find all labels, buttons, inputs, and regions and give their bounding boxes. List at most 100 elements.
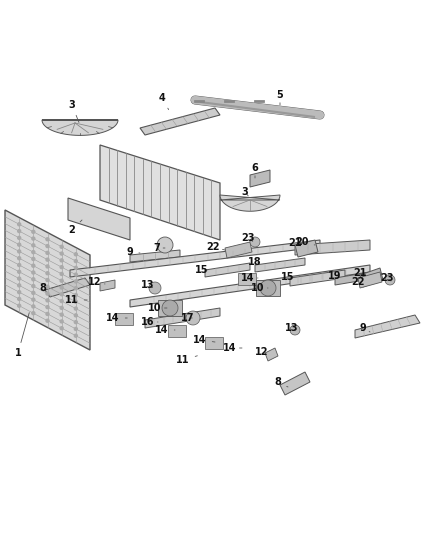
Text: 18: 18 <box>248 257 262 267</box>
Text: 14: 14 <box>193 335 215 345</box>
Text: 9: 9 <box>127 247 140 257</box>
Text: 17: 17 <box>181 313 195 323</box>
Polygon shape <box>335 273 365 285</box>
Circle shape <box>74 273 78 276</box>
Polygon shape <box>295 240 318 257</box>
Polygon shape <box>295 240 370 255</box>
Text: 16: 16 <box>141 317 158 327</box>
Polygon shape <box>100 280 115 291</box>
Text: 21: 21 <box>353 268 367 278</box>
Polygon shape <box>205 337 223 349</box>
Text: 11: 11 <box>176 355 198 365</box>
Circle shape <box>32 278 35 281</box>
Polygon shape <box>168 325 186 337</box>
Polygon shape <box>355 315 420 338</box>
Polygon shape <box>358 272 382 288</box>
Polygon shape <box>360 268 383 287</box>
Text: 12: 12 <box>88 277 105 287</box>
Text: 8: 8 <box>39 283 52 293</box>
Circle shape <box>60 286 63 289</box>
Polygon shape <box>115 313 133 325</box>
Circle shape <box>32 285 35 288</box>
Polygon shape <box>225 242 252 258</box>
Circle shape <box>60 313 63 316</box>
Text: 22: 22 <box>351 277 365 287</box>
Text: 21: 21 <box>288 238 302 248</box>
Circle shape <box>46 319 49 322</box>
Circle shape <box>46 279 49 281</box>
Circle shape <box>18 270 21 273</box>
Circle shape <box>74 307 78 310</box>
Polygon shape <box>130 265 370 307</box>
Circle shape <box>18 257 21 260</box>
Polygon shape <box>70 240 320 277</box>
Polygon shape <box>250 170 270 187</box>
Text: 3: 3 <box>69 100 79 123</box>
Circle shape <box>46 252 49 254</box>
Circle shape <box>60 320 63 323</box>
Circle shape <box>149 282 161 294</box>
Circle shape <box>46 292 49 295</box>
Circle shape <box>46 312 49 316</box>
Text: 23: 23 <box>241 233 255 243</box>
Circle shape <box>60 306 63 309</box>
Polygon shape <box>42 120 118 135</box>
Text: 1: 1 <box>14 313 29 358</box>
Text: 9: 9 <box>360 323 370 333</box>
Circle shape <box>32 298 35 301</box>
Text: 22: 22 <box>206 242 225 252</box>
Polygon shape <box>130 250 180 262</box>
Circle shape <box>46 238 49 241</box>
Circle shape <box>18 243 21 246</box>
Polygon shape <box>280 372 310 395</box>
Circle shape <box>18 223 21 226</box>
Polygon shape <box>220 195 280 211</box>
Circle shape <box>18 290 21 294</box>
Text: 4: 4 <box>159 93 169 110</box>
Text: 15: 15 <box>195 265 209 275</box>
Text: 3: 3 <box>242 187 248 197</box>
Text: 10: 10 <box>148 303 167 313</box>
Circle shape <box>32 244 35 247</box>
Text: 20: 20 <box>295 237 315 247</box>
Circle shape <box>32 264 35 267</box>
Text: 14: 14 <box>241 273 258 283</box>
Circle shape <box>74 280 78 283</box>
Circle shape <box>32 312 35 314</box>
Polygon shape <box>5 210 90 350</box>
Polygon shape <box>45 278 90 297</box>
Circle shape <box>74 334 78 337</box>
Polygon shape <box>68 198 130 240</box>
Circle shape <box>18 250 21 253</box>
Circle shape <box>250 237 260 247</box>
Circle shape <box>60 293 63 296</box>
Circle shape <box>385 275 395 285</box>
Circle shape <box>18 277 21 280</box>
Polygon shape <box>290 270 345 286</box>
Circle shape <box>186 311 200 325</box>
Circle shape <box>74 314 78 317</box>
Circle shape <box>74 327 78 330</box>
Text: 2: 2 <box>69 220 82 235</box>
Circle shape <box>60 300 63 303</box>
Text: 5: 5 <box>277 90 283 105</box>
Circle shape <box>290 325 300 335</box>
Text: 14: 14 <box>223 343 242 353</box>
Circle shape <box>60 327 63 330</box>
Polygon shape <box>158 300 182 316</box>
Circle shape <box>46 272 49 274</box>
Circle shape <box>74 321 78 324</box>
Circle shape <box>60 272 63 276</box>
Circle shape <box>18 230 21 232</box>
Polygon shape <box>265 348 278 361</box>
Polygon shape <box>145 308 220 328</box>
Circle shape <box>32 230 35 233</box>
Polygon shape <box>256 280 280 296</box>
Circle shape <box>157 237 173 253</box>
Text: 11: 11 <box>65 295 87 305</box>
Circle shape <box>46 265 49 268</box>
Text: 13: 13 <box>141 280 155 290</box>
Circle shape <box>74 287 78 290</box>
Circle shape <box>260 280 276 296</box>
Circle shape <box>18 297 21 301</box>
